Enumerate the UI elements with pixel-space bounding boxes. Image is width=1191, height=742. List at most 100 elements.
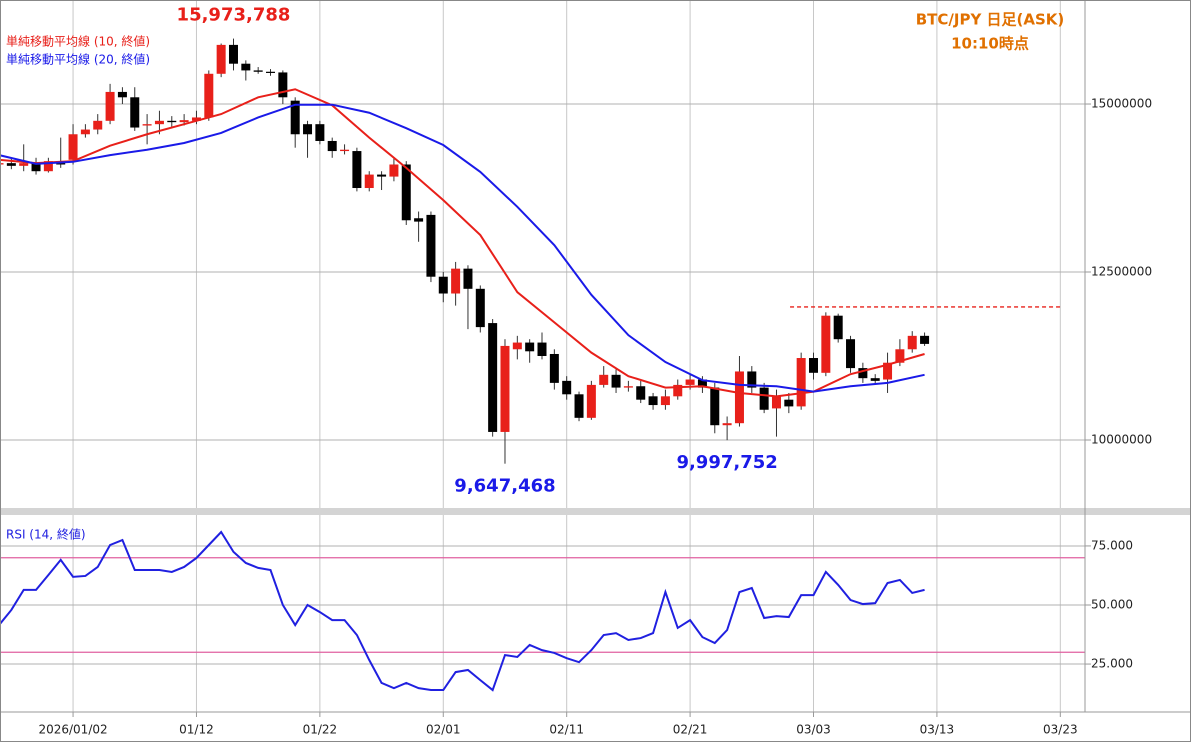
candle-body: [414, 218, 424, 222]
candle-body: [327, 140, 337, 152]
candle-body: [266, 71, 276, 73]
candle-body: [586, 384, 596, 418]
panel-separator: [0, 508, 1191, 515]
x-tick-label: 03/03: [796, 723, 831, 737]
candle-body: [451, 268, 461, 294]
candle-body: [883, 362, 893, 380]
candle-body: [846, 339, 856, 369]
candle-body: [315, 124, 325, 141]
candle-body: [93, 120, 103, 130]
x-tick-label: 2026/01/02: [38, 723, 107, 737]
candle-body: [389, 164, 399, 177]
x-tick-label: 01/12: [179, 723, 214, 737]
candle-body: [537, 342, 547, 357]
candle-body: [19, 163, 29, 166]
candle-body: [858, 368, 868, 379]
candle-body: [722, 423, 732, 426]
legend-label: 単純移動平均線 (10, 終値): [6, 34, 150, 49]
candle-body: [278, 72, 288, 98]
candle-body: [290, 100, 300, 135]
candle-body: [179, 120, 189, 123]
y-tick-label: 75.000: [1091, 538, 1133, 552]
x-tick-label: 03/23: [1043, 723, 1078, 737]
candle-body: [253, 70, 263, 72]
candle-body: [920, 335, 930, 344]
candle-body: [747, 371, 757, 388]
annotation: 9,647,468: [454, 476, 555, 497]
candle-body: [130, 97, 140, 128]
candle-body: [475, 288, 485, 328]
moving-average-line: [0, 103, 925, 393]
candle-body: [154, 120, 164, 125]
candle-body: [512, 342, 522, 350]
candle-body: [105, 91, 115, 121]
candle-body: [303, 124, 313, 135]
candle-body: [167, 120, 177, 123]
candle-body: [697, 379, 707, 388]
candle-body: [734, 371, 744, 424]
candle-body: [364, 174, 374, 189]
candle-body: [574, 394, 584, 418]
y-tick-label: 12500000: [1091, 265, 1152, 279]
candle-body: [821, 315, 831, 373]
candle-body: [636, 386, 646, 400]
y-tick-label: 15000000: [1091, 97, 1152, 111]
candle-body: [623, 386, 633, 388]
y-tick-label: 25.000: [1091, 657, 1133, 671]
candle-body: [710, 387, 720, 426]
x-tick-label: 02/01: [426, 723, 461, 737]
candle-body: [438, 276, 448, 294]
candle-body: [401, 164, 411, 221]
candle-body: [599, 374, 609, 385]
candle-body: [142, 124, 152, 126]
candle-body: [784, 399, 794, 407]
chart-subtitle: 10:10時点: [951, 35, 1029, 53]
candle-body: [463, 268, 473, 289]
candle-body: [117, 91, 127, 98]
panel-title: RSI (14, 終値): [6, 527, 86, 542]
candle-body: [796, 358, 806, 407]
candle-body: [673, 384, 683, 397]
y-tick-label: 10000000: [1091, 432, 1152, 446]
candle-body: [488, 323, 498, 432]
candle-body: [809, 358, 819, 373]
x-tick-label: 01/22: [303, 723, 338, 737]
candle-body: [352, 151, 362, 189]
x-tick-label: 03/13: [920, 723, 955, 737]
candle-body: [43, 161, 53, 172]
candle-body: [611, 374, 621, 388]
legend-label: 単純移動平均線 (20, 終値): [6, 52, 150, 67]
chart-title: BTC/JPY 日足(ASK): [916, 11, 1065, 29]
candle-body: [660, 396, 670, 406]
candle-body: [80, 129, 90, 135]
candle-body: [6, 163, 16, 166]
x-tick-label: 02/11: [549, 723, 584, 737]
candle-body: [833, 315, 843, 340]
candle-body: [0, 163, 4, 165]
rsi-line: [0, 530, 925, 692]
candle-body: [216, 44, 226, 74]
moving-average-line: [0, 88, 925, 398]
candle-body: [759, 387, 769, 410]
candle-body: [549, 353, 559, 383]
candle-body: [648, 396, 658, 406]
candle-body: [685, 379, 695, 385]
candle-body: [426, 214, 436, 277]
candle-body: [771, 396, 781, 409]
candle-body: [191, 117, 201, 121]
candle-body: [895, 349, 905, 363]
annotation: 15,973,788: [177, 5, 291, 26]
candle-body: [525, 342, 535, 352]
candle-body: [241, 63, 251, 71]
candle-body: [907, 335, 917, 350]
plot-layer: 2026/01/02 01/12 01/22 02/01 02/11 02/21 03/03…: [0, 0, 1152, 737]
annotation: 9,997,752: [676, 452, 777, 473]
candle-body: [500, 345, 510, 432]
candle-body: [870, 378, 880, 381]
candle-body: [228, 44, 238, 64]
candle-body: [204, 73, 214, 118]
candle-body: [68, 134, 78, 160]
